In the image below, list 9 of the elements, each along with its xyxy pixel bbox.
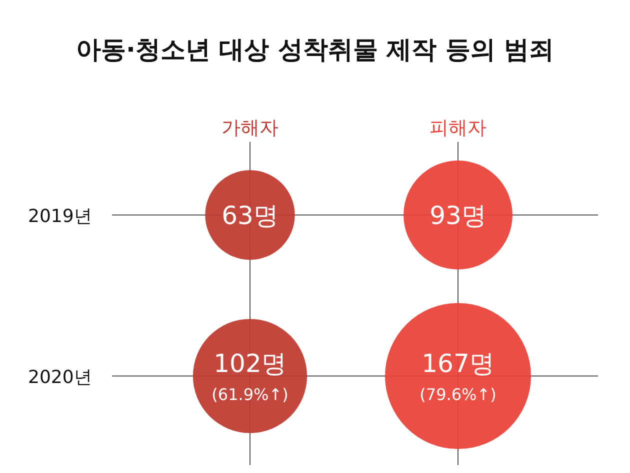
series-label: 가해자 bbox=[222, 117, 278, 139]
category-label: 2020년 bbox=[28, 367, 92, 388]
data-label: 102명 (61.9%↑) bbox=[212, 349, 288, 404]
data-label: 93명 bbox=[430, 201, 486, 230]
category-label: 2019년 bbox=[28, 206, 92, 227]
series-label: 피해자 bbox=[430, 117, 486, 139]
data-label: 167명 (79.6%↑) bbox=[420, 349, 496, 404]
data-label: 63명 bbox=[222, 201, 278, 230]
text: 아동·청소년 대상 성착취물 제작 등의 범죄 bbox=[76, 35, 554, 64]
